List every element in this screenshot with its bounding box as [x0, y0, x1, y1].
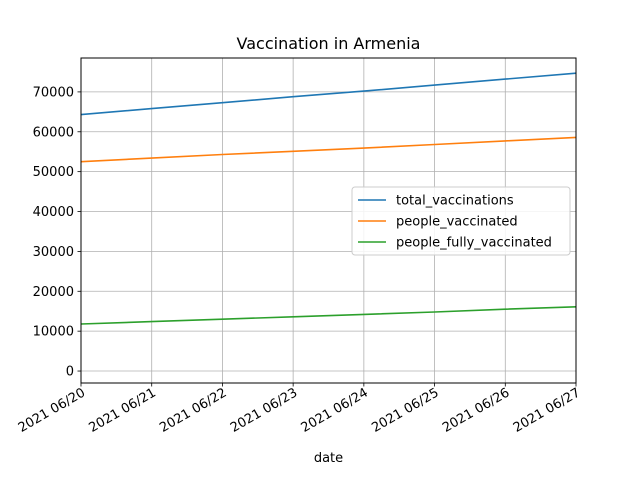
x-tick-label: 2021 06/21: [87, 385, 159, 435]
x-tick-label: 2021 06/23: [228, 385, 300, 435]
series-line-people-fully-vaccinated: [80, 306, 577, 325]
y-tick-label: 10000: [33, 325, 74, 340]
y-tick-label: 40000: [33, 205, 74, 220]
series-lines: [80, 72, 577, 325]
y-tick-label: 30000: [33, 245, 74, 260]
legend-label: people_fully_vaccinated: [396, 236, 552, 251]
legend: total_vaccinations people_vaccinatedpeopl…: [351, 186, 571, 256]
y-tick-label: 20000: [33, 285, 74, 300]
x-tick-label: 2021 06/25: [369, 385, 441, 435]
y-tick-label: 70000: [33, 85, 74, 100]
legend-label: total_vaccinations: [396, 194, 514, 209]
y-axis: 0 10000 20000 30000 40000 50000 60000 70000: [33, 85, 81, 380]
legend-box: [351, 186, 571, 256]
x-tick-label: 2021 06/27: [511, 385, 583, 435]
x-tick-label: 2021 06/20: [16, 385, 88, 435]
series-line-total-vaccinations: [80, 72, 577, 116]
x-tick-label: 2021 06/26: [440, 385, 512, 435]
x-tick-label: 2021 06/24: [299, 385, 371, 435]
x-axis-label: date: [314, 451, 343, 466]
y-tick-label: 60000: [33, 125, 74, 140]
y-tick-label: 50000: [33, 165, 74, 180]
series-line-people-vaccinated: [80, 136, 577, 163]
plot-frame: [80, 57, 577, 384]
legend-label: people_vaccinated: [396, 215, 518, 230]
chart-title: Vaccination in Armenia: [237, 34, 421, 53]
y-tick-label: 0: [66, 365, 74, 380]
x-tick-label: 2021 06/22: [157, 385, 229, 435]
